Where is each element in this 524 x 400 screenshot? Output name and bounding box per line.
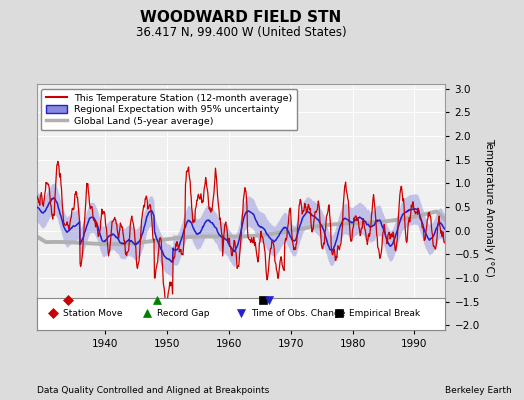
- Text: WOODWARD FIELD STN: WOODWARD FIELD STN: [140, 10, 342, 25]
- Text: Berkeley Earth: Berkeley Earth: [445, 386, 512, 395]
- Y-axis label: Temperature Anomaly (°C): Temperature Anomaly (°C): [484, 138, 494, 276]
- Text: 36.417 N, 99.400 W (United States): 36.417 N, 99.400 W (United States): [136, 26, 346, 39]
- Text: Data Quality Controlled and Aligned at Breakpoints: Data Quality Controlled and Aligned at B…: [37, 386, 269, 395]
- Legend: This Temperature Station (12-month average), Regional Expectation with 95% uncer: This Temperature Station (12-month avera…: [41, 89, 298, 130]
